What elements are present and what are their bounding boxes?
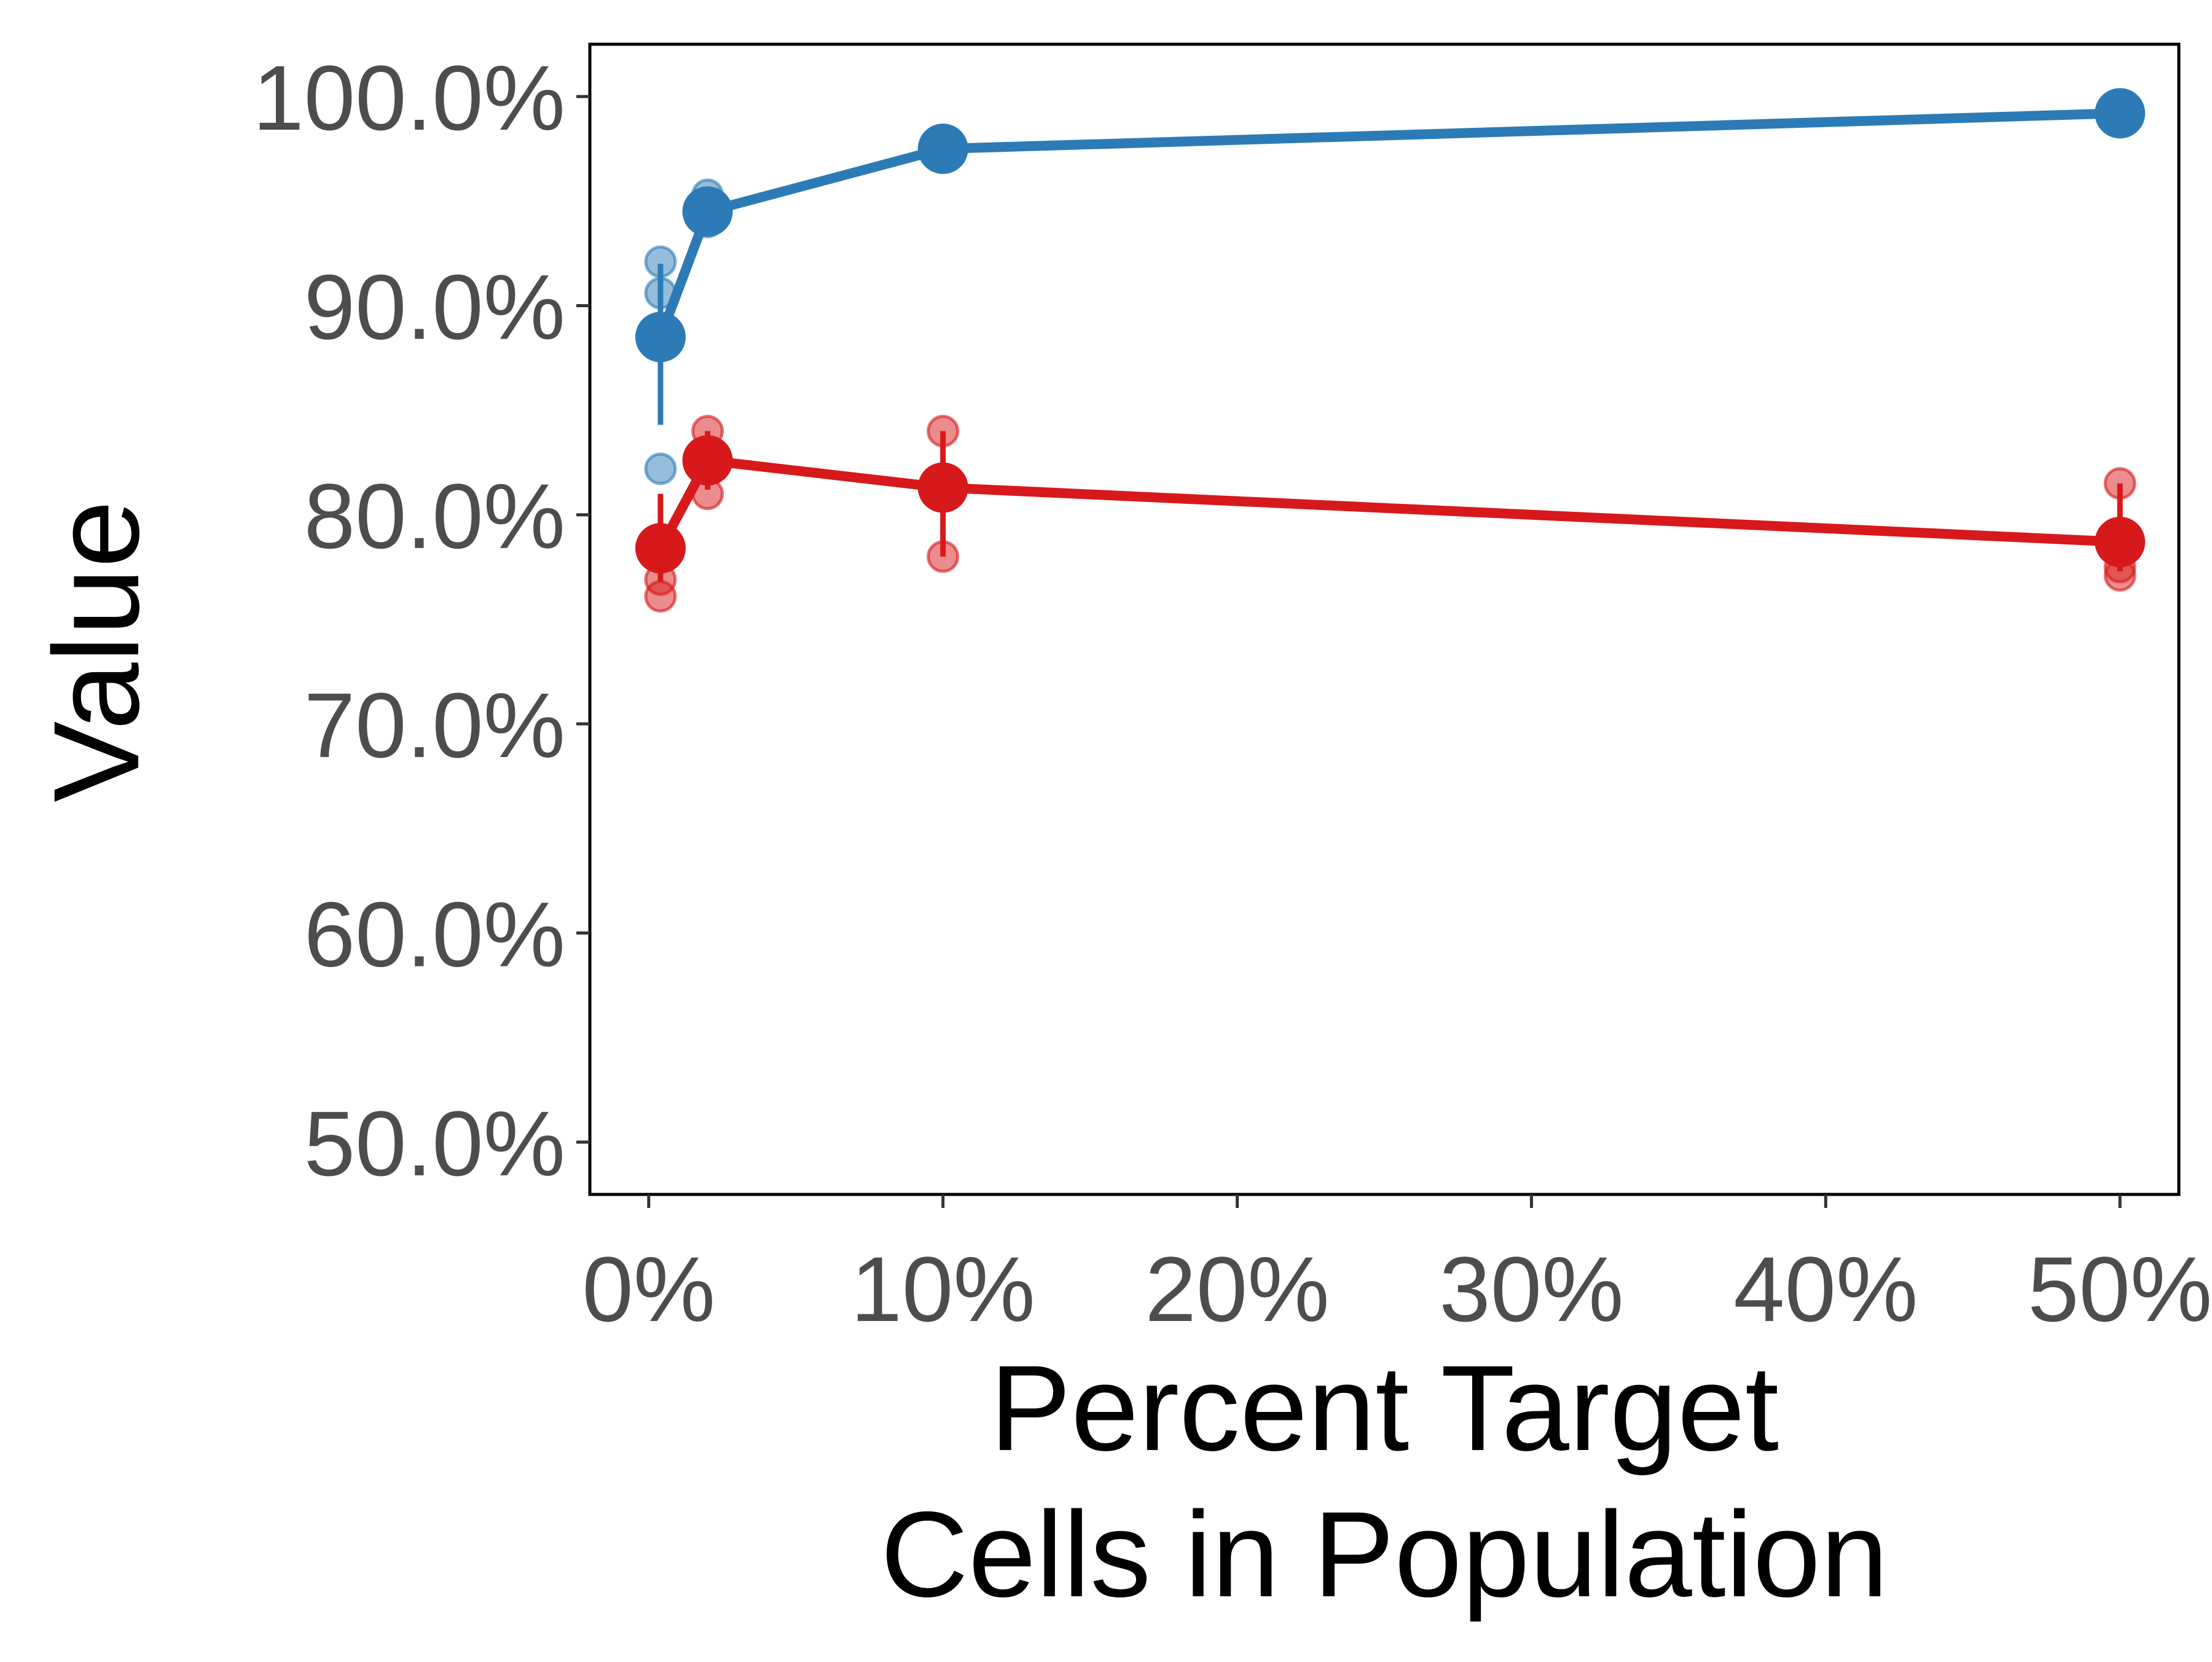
x-tick-label: 40% <box>1733 1237 1918 1341</box>
x-axis: 0% 10% 20% 30% 40% 50% <box>582 1194 2212 1341</box>
y-tick-label: 90.0% <box>304 255 565 358</box>
series <box>635 415 2146 613</box>
mean-point <box>682 435 733 486</box>
plot-panel <box>588 42 2181 1196</box>
x-tick-label: 10% <box>851 1237 1035 1341</box>
y-axis-title: Value <box>28 500 164 802</box>
y-axis: 50.0% 60.0% 70.0% 80.0% 90.0% 100.0% <box>253 46 590 1195</box>
x-tick-label: 0% <box>582 1237 715 1341</box>
series-line <box>655 108 2125 342</box>
x-axis-title-line-2: Cells in Population <box>880 1486 1888 1622</box>
y-tick-label: 60.0% <box>304 883 565 986</box>
x-tick-label: 50% <box>2028 1237 2212 1341</box>
mean-point <box>917 462 968 513</box>
series-layer <box>635 88 2146 613</box>
series-line <box>655 455 2125 554</box>
replicate-point <box>644 452 677 485</box>
y-tick-label: 70.0% <box>304 673 565 777</box>
y-tick-label: 50.0% <box>304 1092 565 1195</box>
mean-point <box>635 312 686 363</box>
replicate-point <box>644 580 677 613</box>
x-tick-label: 30% <box>1439 1237 1623 1341</box>
mean-point <box>2095 88 2146 139</box>
mean-point <box>635 523 686 574</box>
mean-point <box>917 123 968 174</box>
mean-point <box>682 186 733 237</box>
mean-point <box>2095 517 2146 568</box>
series <box>635 88 2146 485</box>
x-axis-title-line-1: Percent Target <box>990 1340 1779 1476</box>
y-tick-label: 80.0% <box>304 464 565 568</box>
y-tick-label: 100.0% <box>253 46 565 149</box>
x-tick-label: 20% <box>1145 1237 1329 1341</box>
